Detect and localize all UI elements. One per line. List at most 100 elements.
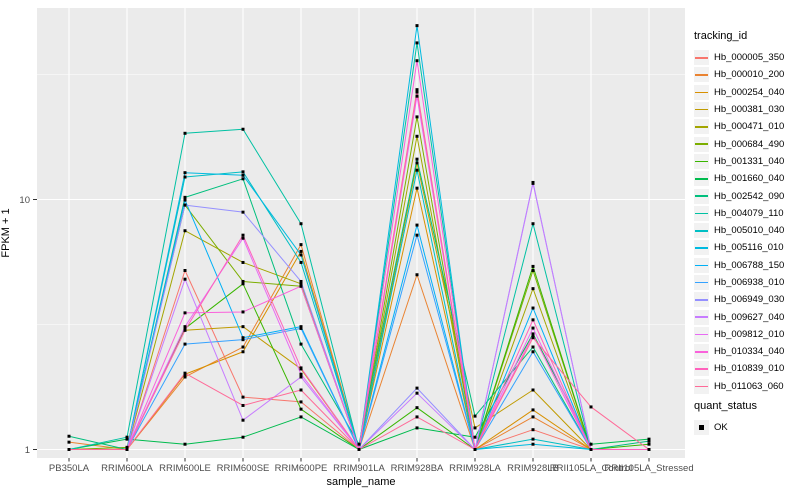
data-point-marker bbox=[241, 435, 245, 439]
legend-entry-label: Hb_004079_110 bbox=[714, 207, 784, 219]
data-point-marker bbox=[299, 243, 303, 247]
data-point-marker bbox=[299, 342, 303, 346]
legend-key-swatch bbox=[694, 378, 709, 394]
data-point-marker bbox=[241, 177, 245, 181]
legend-entry-label: Hb_006938_010 bbox=[714, 277, 785, 288]
data-point-marker bbox=[125, 448, 129, 451]
legend-entry-label: Hb_010839_010 bbox=[714, 363, 785, 375]
legend-entry-Hb_005010_040: Hb_005010_040 bbox=[694, 222, 800, 239]
data-point-marker bbox=[531, 408, 535, 412]
data-point-marker bbox=[183, 375, 187, 379]
legend-entry-Hb_004079_110: Hb_004079_110 bbox=[694, 205, 800, 222]
legend-entry-label: Hb_001331_040 bbox=[714, 155, 785, 167]
data-point-marker bbox=[183, 195, 187, 199]
data-point-marker bbox=[299, 279, 303, 283]
data-point-marker bbox=[241, 233, 245, 237]
legend-entry-Hb_000254_040: Hb_000254_040 bbox=[694, 84, 800, 101]
data-point-marker bbox=[415, 186, 419, 190]
data-point-marker bbox=[415, 41, 419, 45]
data-point-marker bbox=[415, 94, 419, 98]
data-point-marker bbox=[183, 131, 187, 135]
legend-entry-label: Hb_010334_040 bbox=[714, 346, 785, 358]
data-point-marker bbox=[241, 210, 245, 214]
data-point-marker bbox=[647, 439, 651, 443]
legend-key-line-icon bbox=[695, 385, 708, 388]
data-point-marker bbox=[473, 414, 477, 418]
data-point-marker bbox=[589, 442, 593, 446]
data-point-marker bbox=[531, 350, 535, 354]
data-point-marker bbox=[183, 277, 187, 281]
data-point-marker bbox=[241, 279, 245, 283]
legend-quant-status: quant_status OK bbox=[694, 400, 800, 436]
data-point-marker bbox=[299, 415, 303, 419]
data-point-marker bbox=[299, 400, 303, 404]
data-point-marker bbox=[415, 406, 419, 410]
legend-key-swatch bbox=[694, 344, 709, 360]
data-point-marker bbox=[241, 236, 245, 240]
data-point-marker bbox=[241, 173, 245, 177]
legend-key-swatch bbox=[694, 67, 709, 83]
legend-key-swatch bbox=[694, 188, 709, 204]
x-tick-label: RRIM600PE bbox=[275, 463, 328, 474]
data-point-marker bbox=[183, 342, 187, 346]
data-point-marker bbox=[589, 405, 593, 409]
data-point-marker bbox=[531, 437, 535, 441]
legend-entry-Hb_001660_040: Hb_001660_040 bbox=[694, 170, 800, 187]
data-point-marker bbox=[241, 338, 245, 342]
data-point-marker bbox=[241, 403, 245, 407]
data-point-marker bbox=[241, 325, 245, 329]
data-point-marker bbox=[241, 395, 245, 399]
legend-entry-Hb_000005_350: Hb_000005_350 bbox=[694, 49, 800, 66]
legend-key-swatch bbox=[694, 136, 709, 152]
data-point-marker bbox=[67, 448, 71, 451]
data-point-marker bbox=[299, 284, 303, 288]
legend-entry-label: Hb_001660_040 bbox=[714, 173, 785, 185]
legend-key-swatch bbox=[694, 119, 709, 135]
legend-entry-Hb_000471_010: Hb_000471_010 bbox=[694, 118, 800, 135]
data-point-marker bbox=[531, 345, 535, 349]
legend-key-swatch bbox=[694, 102, 709, 118]
legend-entry-label: Hb_000684_490 bbox=[714, 138, 785, 150]
data-point-marker bbox=[473, 435, 477, 439]
legend-key-line-icon bbox=[695, 299, 708, 301]
data-point-marker bbox=[415, 233, 419, 237]
data-point-marker bbox=[183, 442, 187, 446]
x-tick-label: RRIM600LE bbox=[159, 463, 211, 474]
data-point-marker bbox=[67, 434, 71, 438]
x-tick-label: RRII105LA_Control bbox=[550, 463, 632, 474]
data-point-marker bbox=[415, 168, 419, 172]
data-point-marker bbox=[415, 391, 419, 395]
legend-tracking-id: tracking_id Hb_000005_350 Hb_000010_200 Hb… bbox=[694, 30, 800, 395]
data-point-marker bbox=[241, 336, 245, 340]
data-point-marker bbox=[183, 326, 187, 330]
data-point-marker bbox=[647, 448, 651, 451]
data-point-marker bbox=[299, 326, 303, 330]
legend-entry-label: Hb_000010_200 bbox=[714, 69, 785, 81]
legend-entry-Hb_000010_200: Hb_000010_200 bbox=[694, 66, 800, 83]
legend-key-line-icon bbox=[695, 316, 708, 318]
data-point-marker bbox=[357, 442, 361, 446]
legend-entry-label: Hb_005116_010 bbox=[714, 242, 784, 254]
legend-entry-Hb_006788_150: Hb_006788_150 bbox=[694, 257, 800, 274]
legend-entry-ok-label: OK bbox=[714, 422, 728, 434]
legend-key-swatch bbox=[694, 292, 709, 308]
legend-key-swatch bbox=[694, 153, 709, 169]
legend-entry-label: Hb_000471_010 bbox=[714, 121, 785, 133]
data-point-marker bbox=[415, 386, 419, 390]
data-point-marker bbox=[183, 171, 187, 175]
data-point-marker bbox=[531, 415, 535, 419]
legend-key-line-icon bbox=[695, 247, 708, 249]
legend-entry-Hb_000684_490: Hb_000684_490 bbox=[694, 135, 800, 152]
data-point-marker bbox=[531, 388, 535, 392]
legend-entry-label: Hb_009627_040 bbox=[714, 311, 785, 323]
legend-key-swatch bbox=[694, 275, 709, 290]
legend-key-line-icon bbox=[695, 350, 708, 353]
data-point-marker bbox=[183, 175, 187, 179]
data-point-marker bbox=[299, 222, 303, 226]
x-tick-label: RRIM928BA bbox=[391, 463, 444, 474]
quant-status-key bbox=[694, 420, 709, 436]
data-point-marker bbox=[183, 268, 187, 272]
y-tick-label: 1 bbox=[25, 445, 30, 456]
data-point-marker bbox=[531, 264, 535, 268]
legend-entry-Hb_002542_090: Hb_002542_090 bbox=[694, 187, 800, 204]
